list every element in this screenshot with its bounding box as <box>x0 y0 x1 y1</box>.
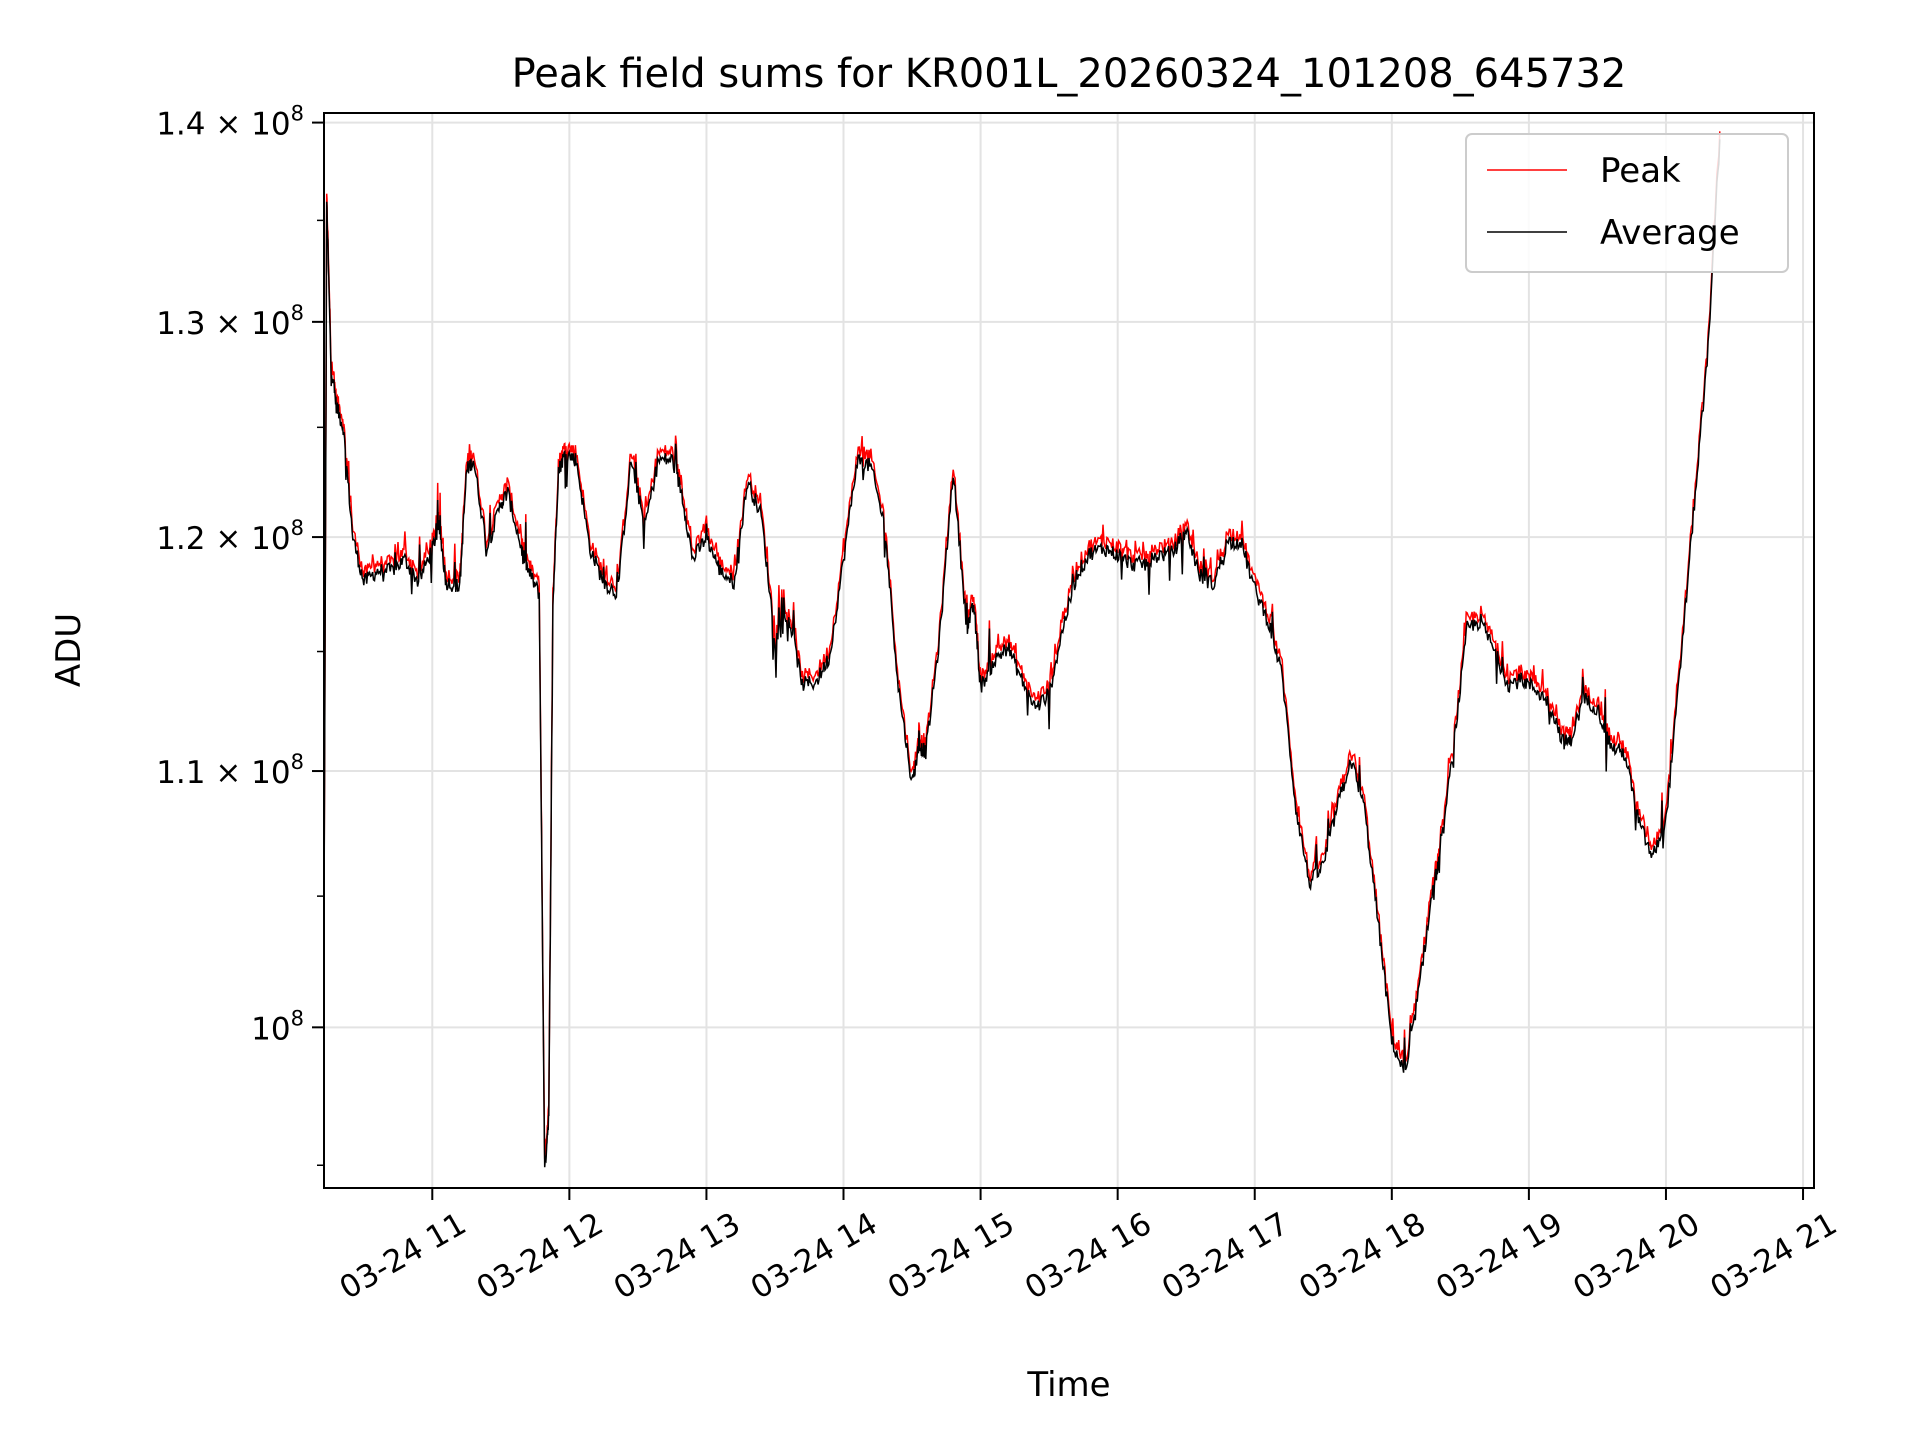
y-axis-label: ADU <box>49 613 89 687</box>
x-axis-label: Time <box>1026 1365 1110 1405</box>
legend: Peak Average <box>1465 133 1789 273</box>
legend-label-peak: Peak <box>1600 151 1681 191</box>
series-line-peak <box>324 131 1721 1160</box>
y-tick-label: 108 <box>251 1006 304 1047</box>
y-tick-label: 1.2 × 108 <box>156 516 304 557</box>
y-tick-label: 1.4 × 108 <box>156 102 304 143</box>
plot-lines <box>324 131 1721 1168</box>
legend-label-average: Average <box>1600 213 1740 253</box>
grid <box>324 113 1814 1188</box>
series-line-average <box>324 139 1721 1168</box>
y-axis-ticks: 108 1.1 × 108 1.2 × 108 1.3 × 108 1.4 × 108 <box>156 102 324 1167</box>
y-tick-label: 1.1 × 108 <box>156 750 304 791</box>
y-tick-label: 1.3 × 108 <box>156 301 304 342</box>
chart-title: Peak field sums for KR001L_20260324_1012… <box>512 51 1627 97</box>
legend-box <box>1465 133 1789 273</box>
plot-frame <box>323 112 1815 1189</box>
